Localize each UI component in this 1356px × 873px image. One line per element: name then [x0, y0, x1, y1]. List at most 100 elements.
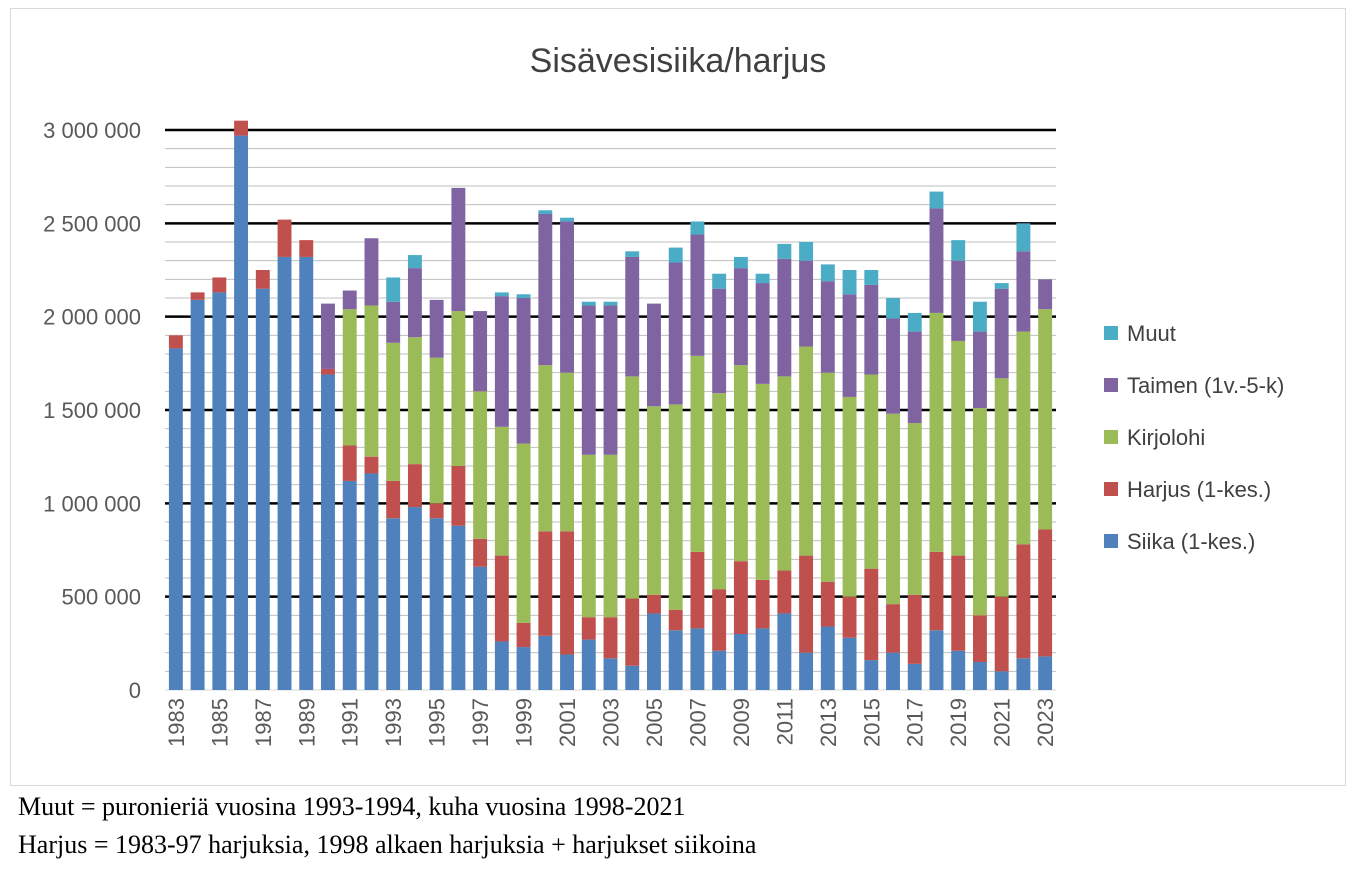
bar-segment-taimen-1v-5-k: [494, 296, 509, 427]
bar-segment-muut: [733, 256, 748, 269]
bar-segment-siika-1-kes: [712, 650, 727, 690]
bar-segment-harjus-1-kes: [994, 596, 1009, 672]
bar-segment-taimen-1v-5-k: [386, 301, 401, 343]
x-tick-label: 1991: [338, 698, 363, 747]
x-tick-label: 1989: [294, 698, 319, 747]
bar-segment-taimen-1v-5-k: [886, 318, 900, 414]
x-tick-label: 2009: [729, 698, 754, 747]
bar-segment-muut: [560, 217, 574, 222]
bar-segment-siika-1-kes: [342, 480, 357, 690]
bar-segment-siika-1-kes: [516, 647, 531, 690]
bar-segment-kirjolohi: [451, 311, 466, 466]
bar-segment-taimen-1v-5-k: [342, 290, 357, 310]
bar-segment-siika-1-kes: [994, 671, 1009, 690]
bar-segment-kirjolohi: [538, 365, 553, 532]
bar-segment-harjus-1-kes: [603, 617, 618, 659]
bar-segment-taimen-1v-5-k: [733, 268, 748, 366]
bar-segment-kirjolohi: [820, 372, 835, 582]
bar-segment-harjus-1-kes: [581, 617, 596, 640]
bar-segment-taimen-1v-5-k: [668, 262, 683, 405]
bar-segment-siika-1-kes: [277, 256, 292, 690]
bar-segment-muut: [407, 255, 422, 269]
bar-segment-taimen-1v-5-k: [864, 284, 879, 375]
bar-segment-kirjolohi: [560, 372, 574, 532]
bar-segment-harjus-1-kes: [690, 551, 705, 629]
bar-segment-siika-1-kes: [190, 299, 205, 690]
bar-segment-muut: [538, 210, 553, 214]
bar-segment-muut: [1016, 223, 1031, 252]
x-tick-label: 2011: [772, 698, 797, 745]
y-tick-label: 2 500 000: [43, 211, 141, 236]
legend-swatch: [1104, 482, 1118, 496]
bar-segment-muut: [668, 247, 683, 263]
bar-segment-siika-1-kes: [234, 135, 249, 691]
bar-segment-taimen-1v-5-k: [625, 256, 640, 377]
bar-segment-taimen-1v-5-k: [321, 303, 335, 369]
bar-segment-siika-1-kes: [972, 662, 987, 690]
bar-segment-kirjolohi: [842, 396, 857, 597]
bar-segment-taimen-1v-5-k: [429, 299, 444, 358]
bar-segment-harjus-1-kes: [886, 604, 900, 653]
bar-segment-kirjolohi: [929, 312, 944, 552]
bar-segment-taimen-1v-5-k: [473, 311, 488, 392]
x-tick-label: 2007: [685, 698, 710, 747]
bar-segment-kirjolohi: [603, 454, 618, 618]
bar-segment-kirjolohi: [516, 443, 531, 623]
footnotes: Muut = puronieriä vuosina 1993-1994, kuh…: [18, 788, 756, 864]
x-tick-label: 2013: [816, 698, 841, 747]
bar-segment-kirjolohi: [972, 408, 987, 616]
bar-segment-kirjolohi: [864, 374, 879, 569]
bar-segment-harjus-1-kes: [538, 531, 553, 636]
bar-segment-siika-1-kes: [951, 650, 966, 690]
legend-swatch: [1104, 326, 1118, 340]
bar-segment-taimen-1v-5-k: [690, 234, 705, 356]
x-tick-label: 1985: [207, 698, 232, 747]
y-tick-label: 1 000 000: [43, 491, 141, 516]
legend-label: Harjus (1-kes.): [1127, 477, 1271, 502]
bar-segment-kirjolohi: [886, 413, 900, 605]
bar-segment-kirjolohi: [777, 376, 792, 571]
bar-segment-muut: [799, 242, 814, 261]
x-tick-label: 2005: [642, 698, 667, 747]
bar-segment-muut: [494, 292, 509, 297]
bar-segment-muut: [690, 221, 705, 235]
footnote-muut: Muut = puronieriä vuosina 1993-1994, kuh…: [18, 792, 686, 821]
x-tick-label: 1993: [381, 698, 406, 747]
bar-segment-taimen-1v-5-k: [799, 260, 814, 347]
bar-segment-harjus-1-kes: [929, 551, 944, 631]
bar-segment-taimen-1v-5-k: [820, 281, 835, 373]
bar-segment-taimen-1v-5-k: [972, 331, 987, 409]
bar-segment-harjus-1-kes: [733, 561, 748, 634]
bar-segment-harjus-1-kes: [842, 596, 857, 638]
bar-segment-siika-1-kes: [255, 288, 270, 690]
bar-segment-siika-1-kes: [581, 639, 596, 690]
bar-segment-taimen-1v-5-k: [1038, 279, 1053, 310]
bar-segment-harjus-1-kes: [755, 579, 770, 629]
bar-segment-muut: [951, 240, 966, 261]
x-tick-label: 1983: [164, 698, 189, 747]
bar-segment-siika-1-kes: [777, 613, 792, 690]
bar-segment-harjus-1-kes: [864, 568, 879, 661]
bar-segment-kirjolohi: [407, 337, 422, 465]
bar-segment-harjus-1-kes: [473, 538, 488, 567]
bar-segment-siika-1-kes: [733, 634, 748, 690]
bar-segment-siika-1-kes: [907, 663, 922, 690]
bar-segment-siika-1-kes: [668, 630, 683, 690]
bar-segment-muut: [581, 301, 596, 306]
bar-segment-siika-1-kes: [864, 660, 879, 690]
bar-segment-harjus-1-kes: [907, 594, 922, 664]
bar-segment-harjus-1-kes: [777, 570, 792, 614]
bar-segment-kirjolohi: [799, 346, 814, 556]
bar-segment-harjus-1-kes: [560, 531, 574, 655]
bar-segment-muut: [994, 283, 1009, 289]
bar-segment-siika-1-kes: [407, 507, 422, 690]
legend-label: Muut: [1127, 321, 1176, 346]
bar-segment-taimen-1v-5-k: [1016, 251, 1031, 332]
bar-segment-taimen-1v-5-k: [842, 294, 857, 397]
bar-segment-harjus-1-kes: [1038, 529, 1053, 657]
bar-segment-siika-1-kes: [799, 652, 814, 690]
bar-segment-kirjolohi: [733, 365, 748, 562]
bar-segment-harjus-1-kes: [299, 240, 314, 257]
x-tick-label: 2019: [946, 698, 971, 747]
bar-segment-muut: [842, 270, 857, 295]
